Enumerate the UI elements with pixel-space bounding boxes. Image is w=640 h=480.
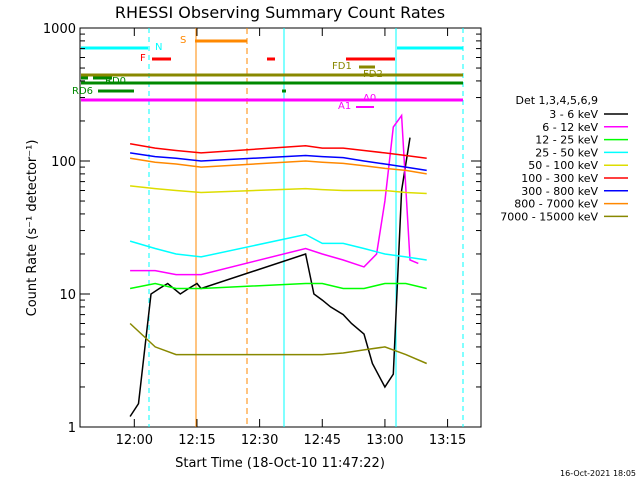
mode-transition-lines <box>148 28 464 427</box>
legend-entry: 25 - 50 keV <box>535 146 598 159</box>
series-line-2 <box>130 113 419 276</box>
series-line-5 <box>130 185 427 195</box>
flag-label: N <box>155 42 162 53</box>
y-tick-label: 100 <box>51 155 76 170</box>
flag-label: FD2 <box>363 69 383 80</box>
y-tick-label: 1000 <box>43 22 76 37</box>
flag-label: RD6 <box>72 86 93 97</box>
flag-label: A0 <box>363 93 376 104</box>
series-line-3 <box>129 282 427 290</box>
series-lines <box>129 113 427 417</box>
y-tick-label: 1 <box>68 421 76 436</box>
legend-entry: 12 - 25 keV <box>535 134 598 147</box>
legend-entry: 6 - 12 keV <box>542 121 598 134</box>
x-tick-label: 13:00 <box>366 433 403 448</box>
series-line-6 <box>129 142 427 159</box>
legend-title: Det 1,3,4,5,6,9 <box>515 94 598 107</box>
flag-label: RD0 <box>105 76 126 87</box>
y-tick-label: 10 <box>59 288 76 303</box>
flag-bars: N S F FD1 FD2 RD0 RD6 A0 A1 <box>72 35 463 112</box>
legend-entry: 7000 - 15000 keV <box>500 210 598 223</box>
flag-label: FD1 <box>332 61 352 72</box>
series-line-1 <box>129 137 411 417</box>
plot-area <box>79 27 482 428</box>
legend-entry: 50 - 100 keV <box>528 159 598 172</box>
series-line-9 <box>129 322 427 365</box>
flag-label: A1 <box>338 101 351 112</box>
x-tick-label: 12:30 <box>241 433 278 448</box>
y-axis-ticks: 1 10 100 1000 <box>43 22 481 436</box>
timestamp: 16-Oct-2021 18:05 <box>560 469 636 478</box>
x-axis-ticks: 12:00 12:15 12:30 12:45 13:00 13:15 <box>116 28 466 448</box>
chart-title: RHESSI Observing Summary Count Rates <box>115 3 445 22</box>
legend-entry: 800 - 7000 keV <box>514 198 598 211</box>
x-axis-label: Start Time (18-Oct-10 11:47:22) <box>175 456 385 471</box>
y-axis-label: Count Rate (s⁻¹ detector⁻¹) <box>25 140 40 317</box>
x-tick-label: 12:45 <box>304 433 341 448</box>
legend-entry: 100 - 300 keV <box>521 172 598 185</box>
legend-entry: 3 - 6 keV <box>549 108 598 121</box>
legend-entry: 300 - 800 keV <box>521 185 598 198</box>
series-line-4 <box>129 233 427 261</box>
flag-label: S <box>180 35 186 46</box>
plot-frame <box>79 27 482 428</box>
x-tick-label: 13:15 <box>429 433 466 448</box>
series-line-7 <box>129 152 427 172</box>
flag-label: F <box>140 53 146 64</box>
x-tick-label: 12:15 <box>178 433 215 448</box>
x-tick-label: 12:00 <box>116 433 153 448</box>
series-line-8 <box>129 157 427 175</box>
